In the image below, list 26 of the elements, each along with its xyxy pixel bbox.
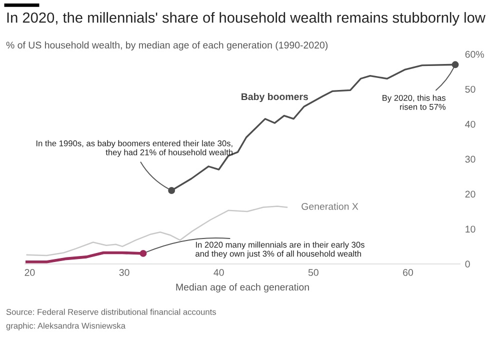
x-tick-label: 30 [119, 269, 130, 276]
x-tick-label: 60 [403, 269, 414, 276]
annotation: By 2020, this has risen to 57% [382, 94, 446, 110]
series-label: Generation X [302, 202, 358, 210]
x-tick-label: 20 [24, 269, 35, 276]
annotation: In the 1990s, as baby boomers entered their late 30s, they had 21% of household wealth [36, 140, 233, 157]
y-tick-label: 50 [465, 86, 476, 93]
y-tick-label: 30 [465, 156, 476, 163]
chart-subtitle: % of US household wealth, by median age of each generation (1990-2020) [6, 41, 328, 50]
point [140, 250, 147, 257]
point [168, 187, 176, 194]
annotation: In 2020 many millennials are in their early 30s and they own just 3% of all household wealth [196, 242, 364, 258]
x-tick-label: 50 [308, 269, 318, 276]
chart-title: In 2020, the millennials' share of household wealth remains stubbornly low [7, 12, 486, 26]
source-note: Source: Federal Reserve distributional financial accounts [6, 308, 216, 315]
x-axis-title: Median age of each generation [176, 283, 309, 292]
x-tick-label: 40 [214, 269, 224, 276]
y-tick-label: 60% [465, 50, 484, 58]
y-tick-label: 0 [465, 260, 470, 268]
line-series [26, 206, 288, 256]
y-tick-label: 40 [465, 120, 476, 128]
point [452, 61, 459, 68]
y-tick-label: 20 [465, 190, 476, 198]
series-label: Baby boomers [242, 92, 308, 102]
y-tick-label: 10 [466, 226, 476, 233]
text: graphic: Aleksandra Wisniewska [6, 322, 126, 330]
